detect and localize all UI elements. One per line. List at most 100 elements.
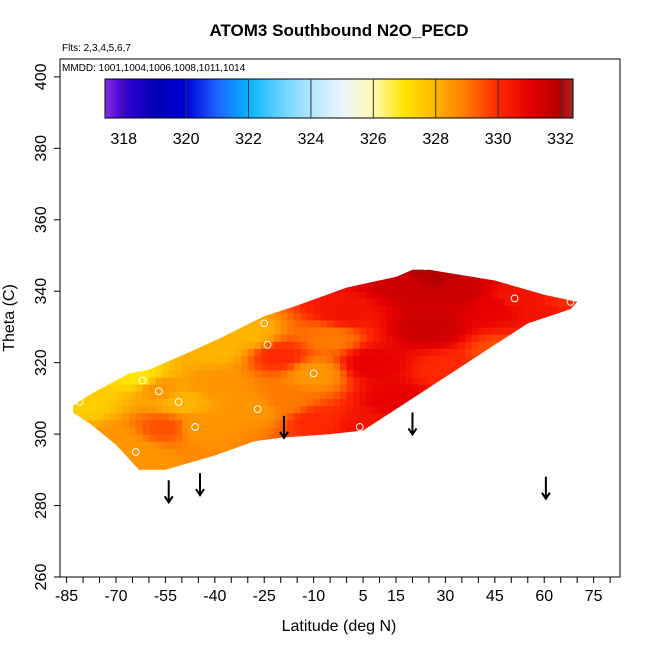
heatmap-cell xyxy=(122,391,130,399)
heatmap-cell xyxy=(247,269,255,271)
heatmap-cell xyxy=(280,355,288,364)
heatmap-cell xyxy=(267,362,275,371)
heatmap-cell xyxy=(73,455,78,464)
heatmap-cell xyxy=(300,441,308,449)
heatmap-cell xyxy=(372,319,381,328)
heatmap-cell xyxy=(96,284,104,292)
heatmap-cell xyxy=(359,376,367,385)
heatmap-cell xyxy=(353,269,361,278)
heatmap-cell xyxy=(208,426,216,435)
heatmap-cell xyxy=(76,255,83,263)
heatmap-cell xyxy=(465,284,473,292)
heatmap-cell xyxy=(366,412,374,421)
heatmap-cell xyxy=(214,348,223,357)
colorbar-gradient xyxy=(104,78,574,119)
heatmap-cell xyxy=(550,334,559,342)
heatmap-cell xyxy=(307,255,314,263)
heatmap-cell xyxy=(504,355,512,364)
heatmap-cell xyxy=(452,284,460,292)
heatmap-cell xyxy=(379,269,387,271)
heatmap-cell xyxy=(208,412,216,421)
heatmap-cell xyxy=(445,362,453,371)
heatmap-cell xyxy=(517,334,526,342)
heatmap-cell xyxy=(313,391,321,399)
heatmap-cell xyxy=(300,384,308,392)
heatmap-cell xyxy=(359,384,367,392)
heatmap-cell xyxy=(129,412,137,421)
heatmap-cell xyxy=(293,462,302,470)
heatmap-cell xyxy=(313,312,321,321)
heatmap-cell xyxy=(122,455,130,464)
heatmap-cell xyxy=(109,455,117,464)
heatmap-cell xyxy=(445,398,453,407)
heatmap-cell xyxy=(478,276,486,285)
heatmap-cell xyxy=(511,412,519,421)
heatmap-cell xyxy=(221,255,228,263)
heatmap-cell xyxy=(122,291,130,299)
heatmap-cell xyxy=(511,398,519,407)
x-tick-label: 5 xyxy=(359,588,368,605)
heatmap-cell xyxy=(392,305,400,314)
heatmap-cell xyxy=(419,391,427,399)
heatmap-cell xyxy=(76,477,83,485)
heatmap-cell xyxy=(340,470,347,478)
heatmap-cell xyxy=(524,255,531,263)
heatmap-cell xyxy=(432,284,440,292)
heatmap-cell xyxy=(260,384,269,392)
heatmap-cell xyxy=(73,426,78,435)
heatmap-cell xyxy=(458,269,466,271)
heatmap-cell xyxy=(188,312,196,321)
heatmap-cell xyxy=(419,355,427,364)
heatmap-cell xyxy=(471,426,479,435)
sample-point xyxy=(174,398,183,406)
heatmap-cell xyxy=(340,341,348,349)
heatmap-cell xyxy=(577,355,578,364)
heatmap-cell xyxy=(478,341,486,349)
heatmap-cell xyxy=(142,412,150,421)
heatmap-cell xyxy=(544,255,551,263)
heatmap-cell xyxy=(168,441,176,449)
heatmap-cell xyxy=(544,412,552,421)
heatmap-cell xyxy=(550,362,559,371)
heatmap-cell xyxy=(116,426,124,435)
heatmap-cell xyxy=(359,312,367,321)
heatmap-cell xyxy=(366,326,374,335)
heatmap-cell xyxy=(524,391,532,399)
heatmap-cell xyxy=(320,477,327,485)
heatmap-cell xyxy=(63,270,70,278)
heatmap-cell xyxy=(254,362,262,371)
heatmap-cell xyxy=(491,455,499,464)
heatmap-cell xyxy=(471,405,479,414)
heatmap-cell xyxy=(142,305,150,314)
heatmap-cell xyxy=(478,398,486,407)
heatmap-cell xyxy=(168,412,176,421)
heatmap-cell xyxy=(234,319,242,328)
heatmap-cell xyxy=(438,355,447,364)
heatmap-cell xyxy=(155,276,163,285)
heatmap-cell xyxy=(162,448,170,457)
heatmap-cell xyxy=(241,434,249,442)
heatmap-cell xyxy=(471,334,479,342)
heatmap-cell xyxy=(208,405,216,414)
heatmap-cell xyxy=(122,319,130,328)
heatmap-cell xyxy=(247,405,255,414)
heatmap-cell xyxy=(584,327,591,335)
heatmap-cell xyxy=(109,398,117,407)
heatmap-cell xyxy=(366,298,374,307)
heatmap-cell xyxy=(405,326,414,335)
heatmap-cell xyxy=(517,434,526,442)
heatmap-cell xyxy=(524,419,532,428)
heatmap-cell xyxy=(122,341,130,349)
heatmap-cell xyxy=(340,376,348,385)
heatmap-cell xyxy=(366,426,374,435)
heatmap-cell xyxy=(109,448,117,457)
heatmap-cell xyxy=(142,405,150,414)
heatmap-cell xyxy=(471,326,479,335)
heatmap-cell xyxy=(102,291,111,299)
heatmap-cell xyxy=(102,441,111,449)
heatmap-cell xyxy=(221,284,229,292)
heatmap-cell xyxy=(531,276,539,285)
heatmap-cell xyxy=(201,334,209,342)
heatmap-cell xyxy=(353,384,361,392)
heatmap-cell xyxy=(445,312,453,321)
